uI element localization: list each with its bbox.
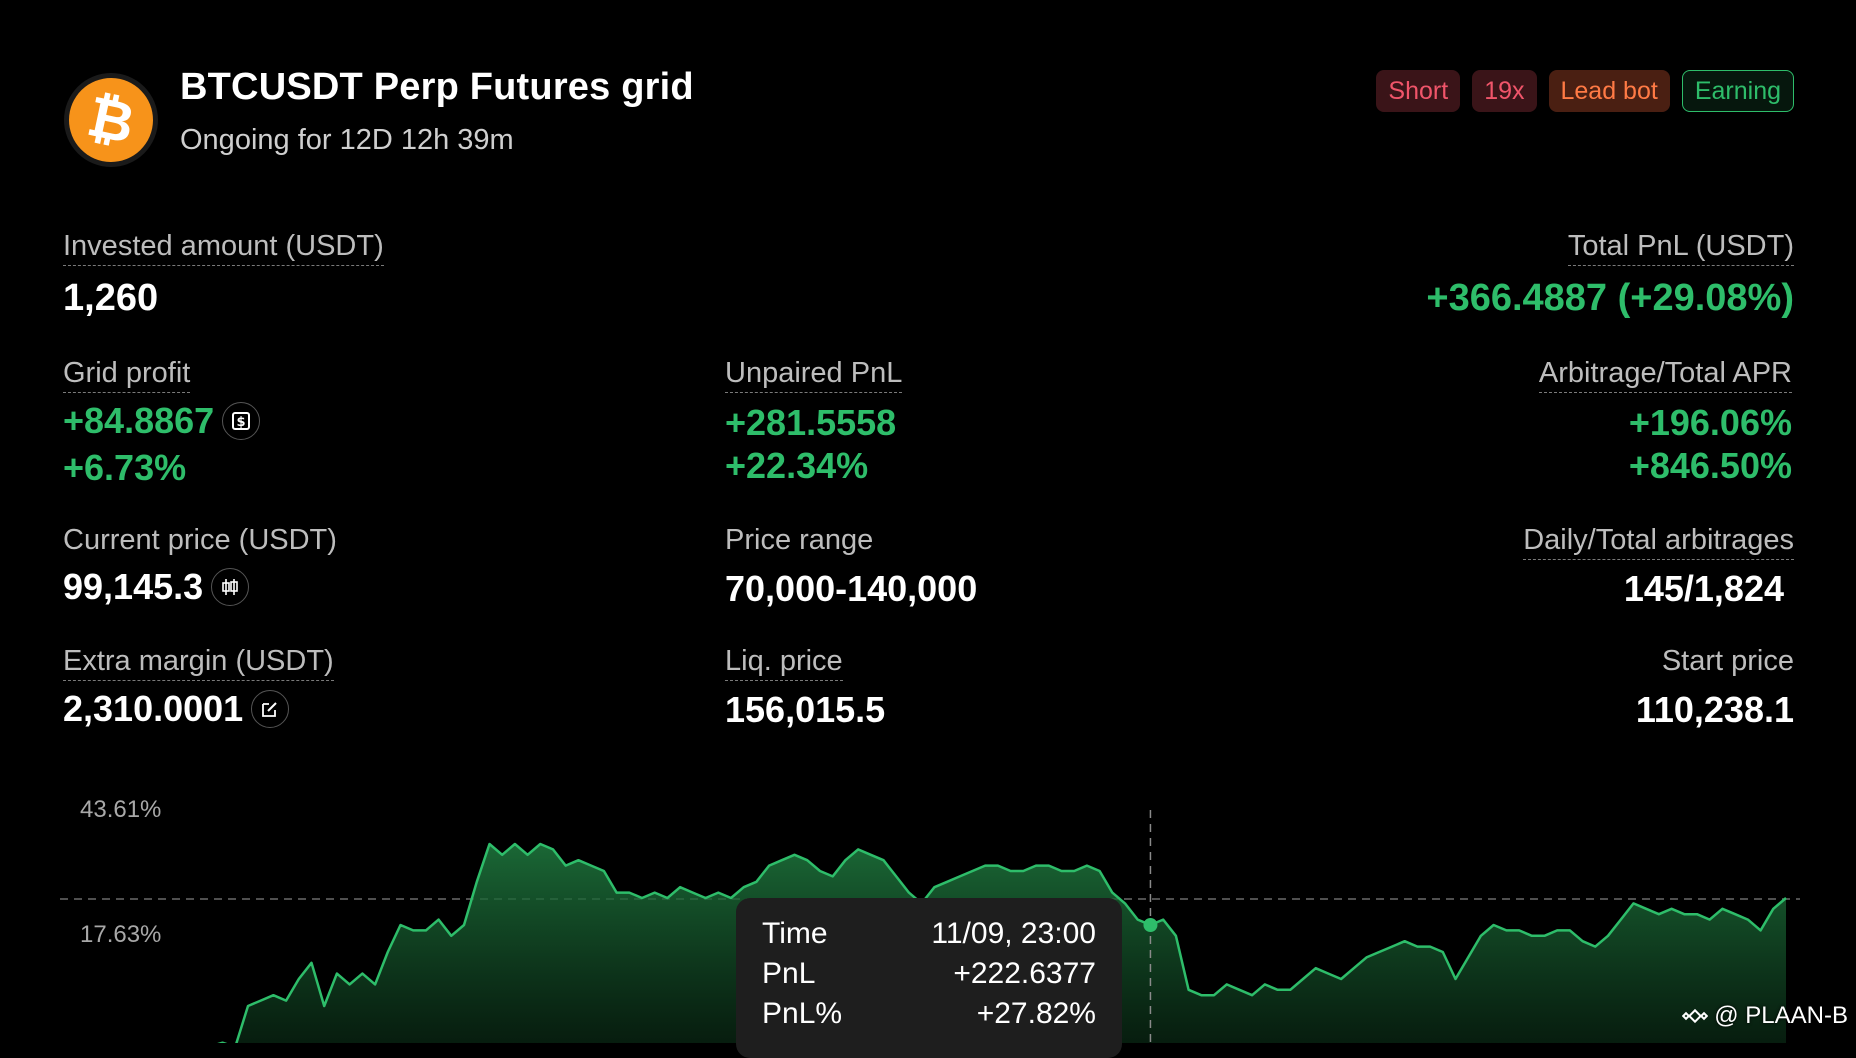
unpaired-pnl-pct: +22.34% [725,445,869,486]
grid-profit-label[interactable]: Grid profit [63,357,191,393]
unpaired-pnl-value: +281.5558 [725,402,897,443]
liq-price-value: 156,015.5 [725,689,886,730]
tooltip-time-label: Time [762,917,828,950]
invested-amount-value: 1,260 [63,277,159,319]
invested-amount-label[interactable]: Invested amount (USDT) [63,230,384,266]
coin-logo: ₿ [61,70,161,170]
extra-margin-label[interactable]: Extra margin (USDT) [63,645,334,681]
tooltip-time-value: 11/09, 23:00 [931,917,1096,950]
current-price-label: Current price (USDT) [63,524,337,556]
badge-group: Short 19x Lead bot Earning [1376,70,1794,112]
badge-short: Short [1376,70,1461,112]
y-tick-label-top: 43.61% [80,796,161,823]
price-range-value: 70,000-140,000 [725,568,978,609]
pnl-line [217,842,1787,1043]
start-price-value: 110,238.1 [1635,689,1794,730]
chart-tooltip: Time 11/09, 23:00 PnL +222.6377 PnL% +27… [736,898,1122,1058]
binance-icon [1682,1008,1709,1024]
bot-title: BTCUSDT Perp Futures grid [180,66,694,108]
edit-margin-icon[interactable] [251,690,290,728]
apr-label[interactable]: Arbitrage/Total APR [1538,357,1792,393]
extra-margin-value: 2,310.0001 [63,688,244,729]
total-pnl-label[interactable]: Total PnL (USDT) [1567,230,1794,266]
arbitrages-value: 145/1,824 [1623,568,1784,609]
unpaired-pnl-label[interactable]: Unpaired PnL [725,357,903,393]
bot-duration: Ongoing for 12D 12h 39m [180,124,514,156]
total-pnl-value: +366.4887 (+29.08%) [1426,277,1794,319]
tooltip-pnl-pct-value: +27.82% [976,997,1096,1030]
watermark-text: @ PLAAN-B [1714,1002,1848,1029]
bitcoin-icon: ₿ [61,70,161,170]
arbitrages-label[interactable]: Daily/Total arbitrages [1523,524,1794,560]
y-tick-label-mid: 17.63% [80,921,161,948]
highlight-point [1143,918,1158,932]
withdraw-profit-icon[interactable]: $ [222,402,261,440]
arbitrage-apr-value: +196.06% [1628,402,1792,443]
tooltip-pnl-label: PnL [762,957,816,990]
svg-text:$: $ [237,415,246,430]
tooltip-pnl-value: +222.6377 [953,957,1096,990]
badge-earning: Earning [1681,70,1794,112]
grid-profit-pct: +6.73% [63,447,187,488]
grid-profit-value: +84.8867 [63,400,215,441]
price-range-label: Price range [725,524,874,556]
tooltip-pnl-pct-label: PnL% [762,997,843,1030]
badge-lead-bot: Lead bot [1548,70,1670,112]
candlestick-chart-icon[interactable] [211,568,250,606]
watermark: @ PLAAN-B [1682,1002,1848,1030]
badge-leverage: 19x [1472,70,1537,112]
liq-price-label[interactable]: Liq. price [725,645,843,681]
start-price-label: Start price [1661,645,1794,677]
current-price-value: 99,145.3 [63,566,204,607]
total-apr-value: +846.50% [1628,445,1792,486]
